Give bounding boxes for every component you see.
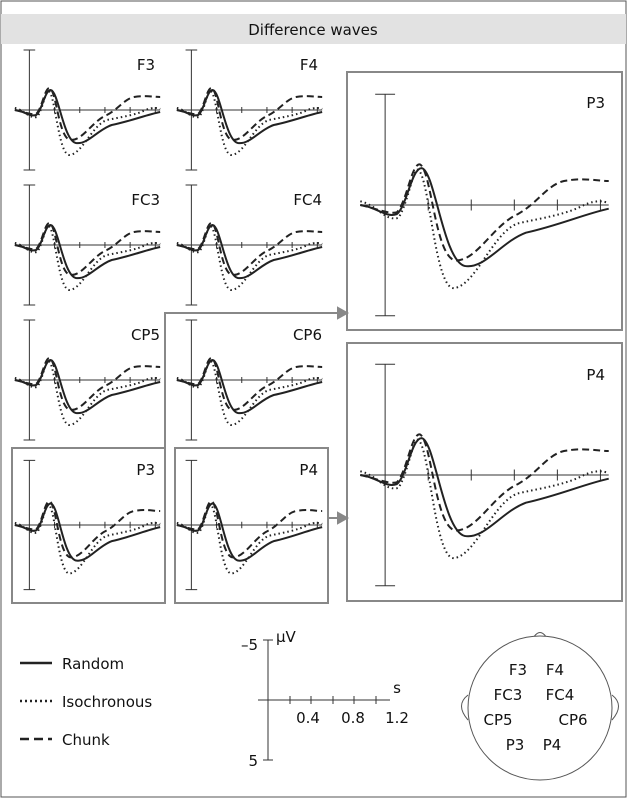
legend-label: Chunk [62, 731, 110, 749]
head-label: FC4 [546, 686, 575, 704]
scale-bar: –5 μV 5 s 0.4 0.8 1.2 [241, 628, 409, 770]
head-label: CP6 [558, 711, 587, 729]
head-map: F3 F4 FC3 FC4 CP5 CP6 P3 P4 [461, 632, 619, 781]
scale-label: 0.8 [341, 709, 365, 727]
wave-panel [358, 362, 611, 588]
head-label: F3 [509, 661, 527, 679]
panel-label: P3 [586, 94, 605, 112]
scale-label: 1.2 [385, 709, 409, 727]
scale-label: μV [276, 628, 297, 646]
wave-panel [13, 459, 162, 591]
panel-label: CP6 [293, 326, 322, 344]
panel-label: FC4 [293, 191, 322, 209]
enlarged-panels: P3 P4 [346, 71, 623, 602]
highlight-box [174, 447, 329, 604]
title: Difference waves [248, 21, 378, 39]
scale-label: 0.4 [296, 709, 320, 727]
legend-label: Isochronous [62, 693, 152, 711]
wave-panel [175, 459, 324, 591]
head-label: FC3 [494, 686, 523, 704]
connectors [164, 306, 350, 525]
highlight-box [11, 447, 166, 604]
head-label: P3 [506, 736, 525, 754]
scale-label: s [393, 679, 401, 697]
legend-label: Random [62, 655, 124, 673]
small-panels: F3 F4 FC3 FC4 CP5 CP6 P3 P4 [11, 49, 329, 604]
wave-panel [358, 92, 611, 318]
head-label: P4 [543, 736, 562, 754]
panel-label: CP5 [131, 326, 160, 344]
legend [20, 661, 52, 741]
head-label: F4 [546, 661, 564, 679]
head-label: CP5 [483, 711, 512, 729]
title-bar [1, 14, 626, 44]
panel-label: P4 [586, 366, 605, 384]
panel-label: FC3 [131, 191, 160, 209]
scale-label: –5 [241, 636, 258, 654]
panel-label: P3 [136, 461, 155, 479]
panel-label: F3 [137, 56, 155, 74]
panel-label: F4 [300, 56, 318, 74]
scale-label: 5 [248, 752, 258, 770]
panel-label: P4 [299, 461, 318, 479]
